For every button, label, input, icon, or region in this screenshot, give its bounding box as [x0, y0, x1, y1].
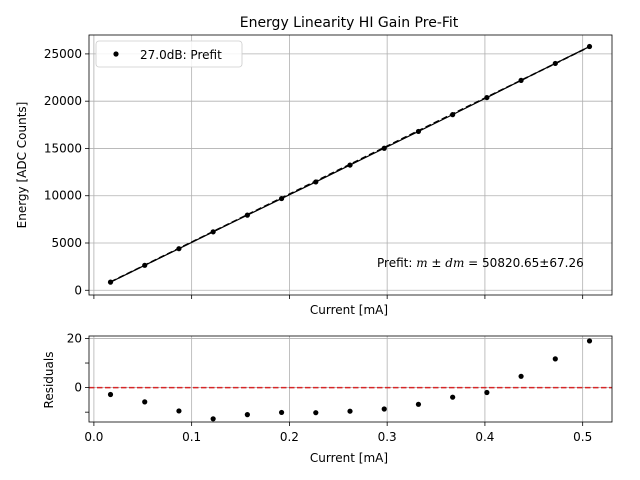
main-y-axis-label: Energy [ADC Counts] [15, 102, 29, 229]
residual-point [415, 401, 422, 407]
main-y-tick-label: 10000 [44, 189, 82, 203]
fit-annotation-dm: dm [445, 256, 464, 270]
residual-y-ticks: 0 20 [67, 331, 89, 413]
data-point [415, 128, 422, 135]
data-point [244, 212, 250, 218]
data-point [586, 43, 593, 50]
main-y-tick-label: 25000 [44, 47, 82, 61]
data-point [484, 94, 490, 101]
residual-point [210, 416, 216, 422]
residual-point [313, 410, 319, 416]
residual-y-axis-label: Residuals [42, 352, 56, 409]
main-y-ticks: 0 5000 10000 15000 20000 25000 [44, 47, 89, 297]
residual-y-tick-label: 0 [74, 381, 82, 395]
residual-y-tick-label: 20 [67, 331, 82, 345]
residual-point [347, 408, 353, 414]
residual-point [484, 389, 490, 396]
main-y-tick-label: 20000 [44, 94, 82, 108]
data-point [142, 262, 148, 268]
legend-marker [113, 51, 119, 57]
legend-label: 27.0dB: Prefit [140, 48, 222, 62]
data-point [278, 195, 285, 202]
residual-x-ticks: 0.0 0.1 0.2 0.3 0.4 0.5 [84, 422, 592, 444]
data-point [210, 229, 216, 235]
data-point [381, 145, 387, 151]
residual-point [107, 391, 114, 398]
residual-x-tick-label: 0.2 [280, 430, 299, 444]
data-point [107, 279, 114, 285]
main-y-tick-label: 0 [74, 283, 82, 297]
residual-point [586, 338, 593, 344]
residual-point [518, 373, 524, 379]
residual-point [278, 409, 285, 416]
main-title: Energy Linearity HI Gain Pre-Fit [240, 15, 459, 31]
legend-frame [95, 40, 243, 68]
data-point [518, 77, 524, 83]
residual-point [552, 356, 558, 362]
residual-x-tick-label: 0.0 [84, 430, 103, 444]
fit-annotation: Prefit: m ± dm = 50820.65±67.26 [377, 256, 584, 270]
residual-point [244, 412, 250, 418]
residual-x-tick-label: 0.5 [573, 430, 592, 444]
residual-data-points [107, 338, 593, 422]
main-plot: Energy Linearity HI Gain Pre-Fit 0 5000 10… [15, 15, 613, 317]
fit-annotation-m: m [416, 256, 427, 270]
residual-plot: 0.0 0.1 0.2 0.3 0.4 0.5 0 20 Current [mA] Resi… [42, 331, 613, 465]
legend: 27.0dB: Prefit [95, 40, 243, 68]
main-y-tick-label: 5000 [51, 236, 82, 250]
residual-x-tick-label: 0.1 [182, 430, 201, 444]
main-y-tick-label: 15000 [44, 141, 82, 155]
residual-point [176, 408, 182, 414]
fit-annotation-prefix: Prefit: [377, 256, 412, 270]
data-point [450, 112, 456, 118]
main-axes-frame [88, 34, 613, 296]
residual-axes-frame [88, 335, 613, 423]
data-point [176, 246, 182, 252]
data-point [347, 162, 353, 168]
main-x-ticks [93, 295, 584, 299]
residual-point [142, 399, 148, 405]
main-x-axis-label: Current [mA] [310, 303, 388, 317]
data-point [313, 179, 319, 185]
fit-annotation-pm: ± [428, 256, 446, 270]
residual-point [450, 394, 456, 400]
residual-point [381, 406, 387, 412]
fit-annotation-value: = 50820.65±67.26 [464, 256, 583, 270]
residual-x-tick-label: 0.4 [475, 430, 494, 444]
data-point [552, 60, 558, 67]
main-data-points [107, 43, 593, 285]
residual-x-tick-label: 0.3 [378, 430, 397, 444]
residual-x-axis-label: Current [mA] [310, 451, 388, 465]
